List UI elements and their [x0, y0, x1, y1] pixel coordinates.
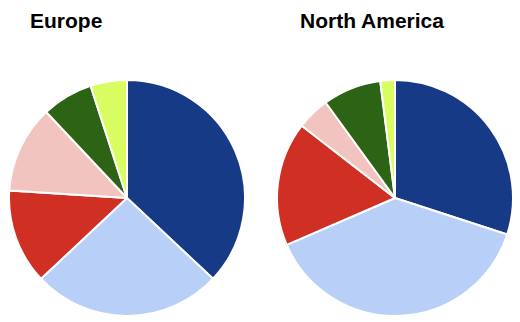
chart-title: Europe — [30, 9, 102, 32]
pie-slice — [9, 191, 127, 279]
pie-slice — [326, 81, 395, 198]
chart-title: North America — [300, 9, 444, 32]
pie-slice — [380, 80, 395, 198]
chart-canvas: Europe North America — [0, 0, 520, 322]
pie-slice — [91, 80, 127, 198]
pie — [9, 80, 245, 316]
pie — [277, 80, 513, 316]
